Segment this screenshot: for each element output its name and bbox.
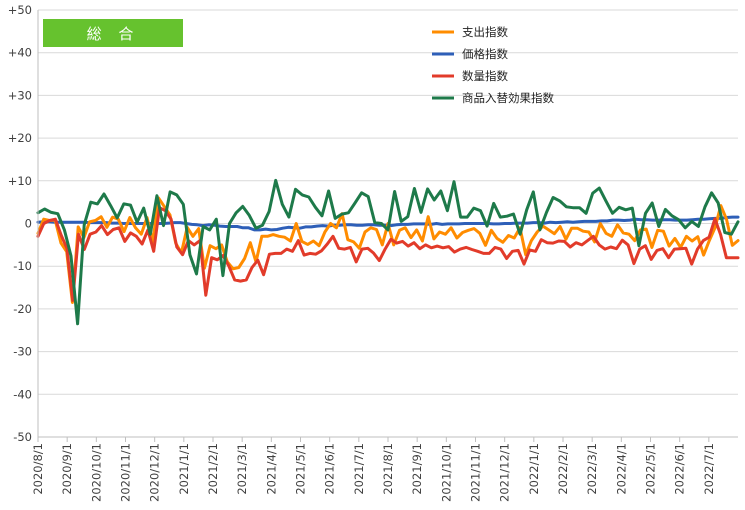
y-tick-label: +50 <box>8 3 32 17</box>
chart-badge: 総 合 <box>43 19 183 47</box>
y-tick-label: -20 <box>13 302 32 316</box>
x-tick-label: 2021/3/1 <box>235 443 249 495</box>
y-tick-label: +10 <box>8 174 32 188</box>
x-tick-label: 2021/10/1 <box>439 443 453 502</box>
x-tick-label: 2021/1/1 <box>177 443 191 495</box>
x-tick-label: 2022/1/1 <box>527 443 541 495</box>
x-tick-label: 2020/8/1 <box>31 443 45 495</box>
x-tick-label: 2020/11/1 <box>119 443 133 502</box>
legend-label-spending: 支出指数 <box>462 25 508 39</box>
y-tick-label: -10 <box>13 259 32 273</box>
series-line-mix <box>36 178 740 326</box>
y-tick-label: -30 <box>13 345 32 359</box>
x-tick-label: 2021/8/1 <box>381 443 395 495</box>
x-tick-label: 2022/2/1 <box>556 443 570 495</box>
x-tick-label: 2020/12/1 <box>148 443 162 502</box>
x-tick-label: 2022/5/1 <box>644 443 658 495</box>
x-tick-label: 2021/4/1 <box>264 443 278 495</box>
y-tick-label: -50 <box>13 430 32 444</box>
legend-label-price: 価格指数 <box>462 47 508 61</box>
y-tick-label: +30 <box>8 88 32 102</box>
y-tick-label: +40 <box>8 46 32 60</box>
badge-label: 総 合 <box>87 25 140 43</box>
x-tick-label: 2021/12/1 <box>498 443 512 502</box>
badge-background <box>43 19 183 47</box>
series-layer <box>36 178 740 326</box>
x-tick-label: 2022/3/1 <box>585 443 599 495</box>
x-tick-label: 2021/2/1 <box>206 443 220 495</box>
y-tick-label: -40 <box>13 387 32 401</box>
x-tick-label: 2020/10/1 <box>89 443 103 502</box>
x-tick-label: 2021/5/1 <box>294 443 308 495</box>
y-tick-label: 0 <box>25 217 32 231</box>
x-tick-label: 2021/6/1 <box>323 443 337 495</box>
x-tick-label: 2020/9/1 <box>60 443 74 495</box>
x-tick-label: 2021/7/1 <box>352 443 366 495</box>
series-line-quantity <box>36 206 740 302</box>
legend-label-quantity: 数量指数 <box>462 69 508 83</box>
legend-label-mix: 商品入替効果指数 <box>462 91 554 105</box>
x-tick-label: 2022/4/1 <box>614 443 628 495</box>
y-tick-label: +20 <box>8 131 32 145</box>
x-tick-label: 2021/9/1 <box>410 443 424 495</box>
x-tick-label: 2021/11/1 <box>469 443 483 502</box>
x-tick-label: 2022/6/1 <box>673 443 687 495</box>
x-tick-label: 2022/7/1 <box>702 443 716 495</box>
